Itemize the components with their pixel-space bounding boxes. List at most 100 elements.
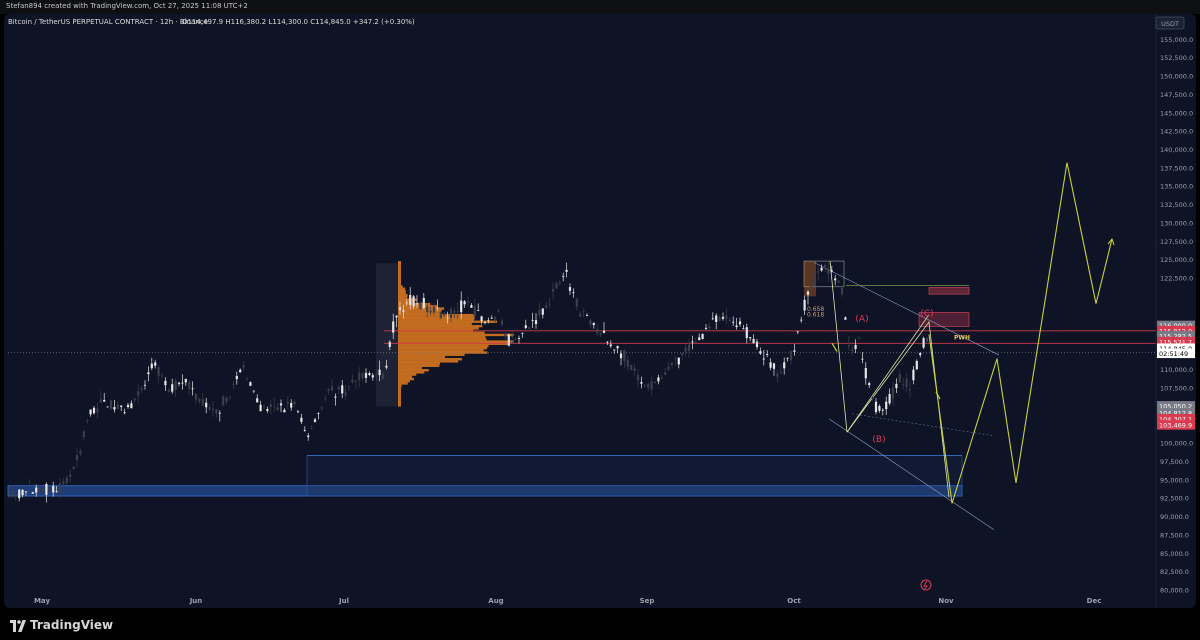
candle-body: [534, 320, 538, 325]
candle-body: [606, 341, 609, 343]
candle-body: [847, 345, 850, 347]
month-label: May: [34, 597, 50, 605]
volume-profile-bar: [398, 377, 414, 381]
candle-body: [657, 377, 660, 382]
candle-body: [341, 385, 344, 394]
volume-profile-bar: [398, 346, 488, 350]
fib-zone: [804, 261, 816, 297]
candle-body: [630, 365, 633, 370]
candle-body: [687, 344, 691, 351]
candle-body: [813, 278, 816, 286]
volume-profile-bar: [398, 316, 476, 319]
currency-button[interactable]: USDT: [1155, 16, 1185, 30]
candle-body: [11, 490, 14, 497]
volume-profile-bar: [398, 269, 401, 273]
candle-body: [660, 377, 663, 379]
candle-body: [878, 406, 881, 411]
chart-panel[interactable]: 0.658 0.618 (A) (B) (C) PWH 155,000.0 152,500.…: [4, 14, 1196, 608]
candle-body: [24, 491, 28, 493]
candle-body: [143, 384, 147, 386]
candle-body: [439, 312, 442, 319]
candle-body: [313, 419, 317, 423]
candle-body: [256, 398, 259, 403]
price-tick-label: 140,000.0: [1160, 146, 1193, 154]
time-axis[interactable]: May Jun Jul Aug Sep Oct Nov Dec: [34, 597, 1101, 605]
candle-body: [167, 389, 170, 392]
fib-box: [803, 260, 845, 288]
volume-profile-bar: [398, 294, 408, 297]
month-label: Jul: [338, 597, 349, 605]
volume-profile-bar: [398, 287, 406, 290]
candle-body: [681, 352, 684, 355]
supply-zone-box: [918, 312, 970, 327]
candle-body: [174, 380, 177, 390]
candle-body: [286, 401, 289, 404]
candle-body: [126, 404, 130, 408]
candle-body: [157, 367, 160, 376]
volume-profile-bar: [398, 399, 401, 403]
candle-body: [480, 316, 483, 321]
watermark-bar: Stefan894 created with TradingView.com, …: [0, 0, 1200, 14]
candle-body: [296, 411, 300, 413]
price-tag-label: 105,050.2: [1159, 403, 1192, 411]
projection-marker: [935, 391, 941, 400]
candle-body: [698, 337, 701, 341]
candle-body: [545, 305, 548, 308]
candle-body: [310, 427, 313, 429]
candle-body: [120, 405, 123, 407]
volume-profile-bar: [398, 362, 440, 365]
candle-body: [38, 487, 41, 492]
chart-drawings: [7, 260, 1156, 531]
volume-profile-bar: [398, 300, 413, 304]
price-tag: [1157, 330, 1195, 341]
candle-body: [528, 327, 531, 329]
candle-body: [188, 381, 191, 389]
volume-profile-bar: [398, 388, 401, 392]
candle-body: [888, 394, 891, 404]
price-tick-label: 145,000.0: [1160, 109, 1193, 117]
price-axis[interactable]: 155,000.0 152,500.0 150,000.0 147,500.0 145,…: [1155, 14, 1196, 608]
month-label: Jun: [189, 597, 203, 605]
candle-body: [844, 317, 847, 320]
price-tick-label: 155,000.0: [1160, 36, 1193, 44]
candle-body: [242, 364, 245, 368]
candle-body: [735, 325, 738, 328]
volume-profile-bar: [398, 272, 401, 275]
candle-body: [721, 316, 725, 319]
candle-body: [613, 349, 616, 351]
price-tag: [1157, 348, 1195, 359]
candle-body: [817, 271, 820, 273]
candle-body: [55, 491, 58, 493]
candle-body: [133, 398, 136, 401]
candle-body: [898, 373, 901, 383]
event-marker-icon[interactable]: [920, 579, 932, 591]
candle-body: [177, 382, 181, 384]
candle-body: [704, 327, 708, 329]
candle-body: [500, 320, 504, 325]
candle-body: [225, 397, 228, 402]
candle-body: [463, 301, 466, 305]
candle-body: [409, 294, 412, 305]
candle-body: [96, 408, 99, 413]
candle-body: [303, 430, 306, 431]
price-tag: [1157, 325, 1195, 336]
candle-body: [626, 359, 629, 367]
price-tick-label: 80,000.0: [1160, 587, 1189, 595]
candle-body: [324, 398, 327, 400]
price-tick-label: 110,000.0: [1160, 366, 1193, 374]
volume-profile-bar: [398, 283, 401, 286]
candle-body: [653, 381, 657, 384]
volume-profile-bar: [398, 274, 401, 277]
candle-body: [300, 417, 303, 422]
wave-label: (B): [872, 435, 885, 445]
candle-body: [738, 321, 742, 325]
volume-profile-bar: [398, 318, 475, 321]
candle-body: [211, 408, 215, 410]
candle-body: [259, 404, 262, 412]
tradingview-logo-icon: [10, 620, 26, 632]
volume-profile-bar: [398, 276, 401, 279]
channel-lower-line: [828, 418, 995, 531]
volume-profile-bar: [398, 384, 402, 387]
event-marker-bolt: [923, 580, 928, 590]
